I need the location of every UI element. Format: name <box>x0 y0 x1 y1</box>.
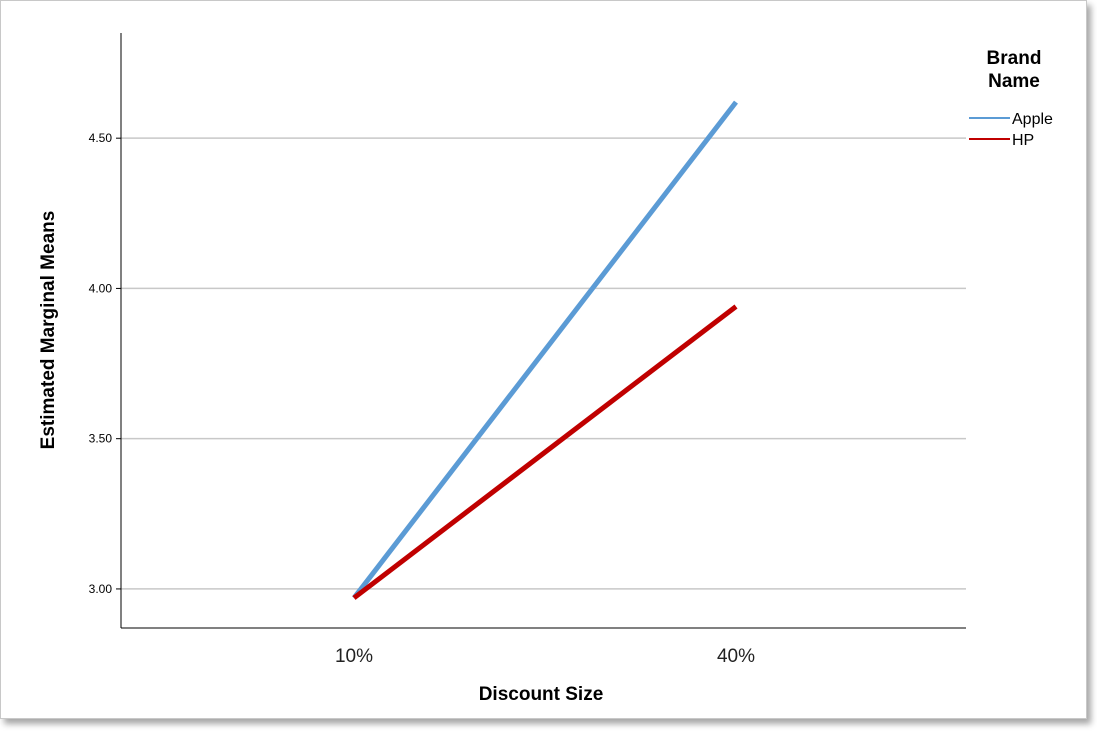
x-axis-title: Discount Size <box>479 684 604 705</box>
legend-title-line-2: Name <box>988 71 1040 92</box>
y-axis-title: Estimated Marginal Means <box>38 211 59 450</box>
series-line-apple <box>352 100 738 600</box>
series-line-hp <box>352 304 738 600</box>
legend-items: Apple HP <box>969 111 1053 149</box>
x-tick-label: 40% <box>717 646 755 667</box>
y-tick-label: 4.50 <box>89 131 113 145</box>
series-lines <box>352 100 738 600</box>
gridlines <box>121 137 966 590</box>
chart-frame <box>0 0 1087 719</box>
x-tick-labels: 10% 40% <box>335 646 755 667</box>
x-tick-label: 10% <box>335 646 373 667</box>
legend-title-line-1: Brand <box>987 48 1042 69</box>
y-tick-label: 4.00 <box>89 281 113 295</box>
legend-label-hp: HP <box>1012 132 1034 149</box>
legend-label-apple: Apple <box>1012 111 1053 128</box>
legend: Brand Name Apple HP <box>969 48 1053 149</box>
y-tick-label: 3.50 <box>89 432 113 446</box>
y-tick-labels: 3.00 3.50 4.00 4.50 <box>89 131 121 596</box>
y-tick-label: 3.00 <box>89 582 113 596</box>
